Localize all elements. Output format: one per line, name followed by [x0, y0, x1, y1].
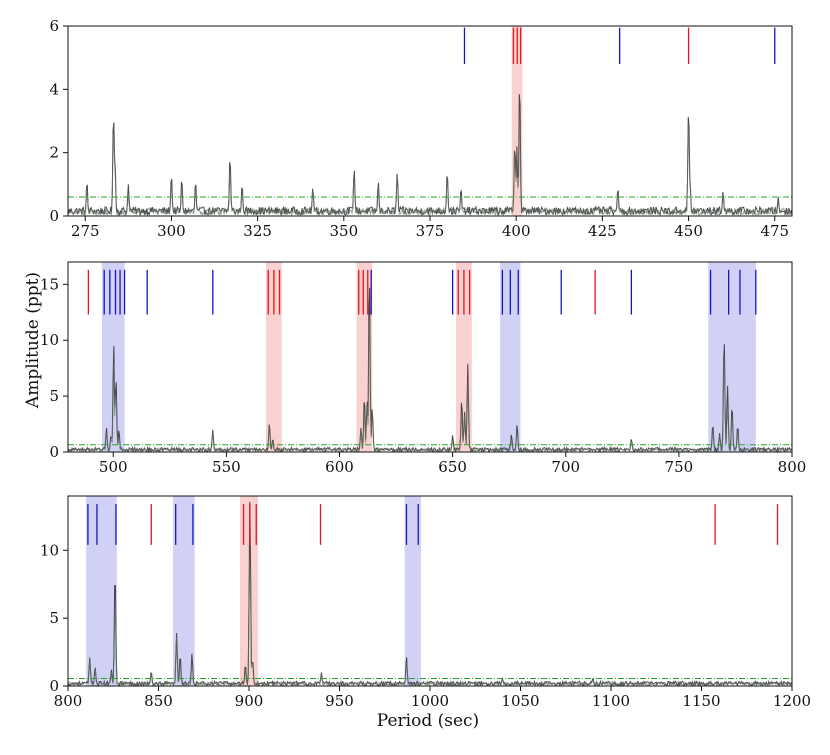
- y-tick-label-0: 0: [49, 677, 59, 695]
- x-tick-label-4: 700: [551, 458, 580, 476]
- x-tick-label-8: 475: [760, 222, 789, 240]
- blue-band-1: [172, 496, 195, 686]
- x-tick-label-6: 425: [588, 222, 617, 240]
- x-tick-label-0: 500: [99, 458, 128, 476]
- blue-band-2: [708, 262, 756, 452]
- x-tick-label-3: 350: [329, 222, 358, 240]
- spectrum-line-alt: [68, 320, 792, 452]
- x-tick-label-2: 600: [325, 458, 354, 476]
- spectrum-line: [68, 287, 792, 452]
- x-tick-label-1: 850: [144, 692, 173, 710]
- red-band-0: [511, 26, 523, 216]
- y-tick-label-2: 10: [40, 331, 59, 349]
- x-tick-label-1: 300: [157, 222, 186, 240]
- y-tick-label-3: 6: [49, 17, 59, 35]
- x-tick-label-2: 325: [243, 222, 272, 240]
- panel-3: 800 850 900 950 1000 1050 1100 1150 1200 0 5 10: [40, 495, 811, 710]
- y-tick-label-0: 0: [49, 443, 59, 461]
- x-tick-label-3: 950: [325, 692, 354, 710]
- y-axis-title: Amplitude (ppt): [23, 272, 43, 409]
- x-tick-label-3: 650: [438, 458, 467, 476]
- plot-area: [68, 496, 792, 686]
- spectrum-line-alt: [68, 122, 792, 216]
- red-band-0: [265, 262, 282, 452]
- x-tick-label-8: 1200: [773, 692, 811, 710]
- y-tick-label-3: 15: [40, 275, 59, 293]
- y-tick-label-1: 5: [49, 609, 59, 627]
- x-tick-label-0: 800: [54, 692, 83, 710]
- x-tick-label-7: 450: [674, 222, 703, 240]
- x-tick-label-7: 1150: [682, 692, 720, 710]
- plot-area: [68, 262, 792, 452]
- blue-band-1: [500, 262, 521, 452]
- x-tick-label-5: 750: [665, 458, 694, 476]
- blue-band-0: [86, 496, 117, 686]
- y-tick-label-0: 0: [49, 207, 59, 225]
- y-tick-label-1: 2: [49, 144, 59, 162]
- x-axis-title: Period (sec): [377, 711, 479, 731]
- panel-2: 500 550 600 650 700 750 800 0 5 10 15: [40, 261, 807, 476]
- spectrum-line: [68, 501, 792, 686]
- y-tick-label-2: 4: [49, 80, 59, 98]
- x-tick-label-0: 275: [71, 222, 100, 240]
- spectrum-line-alt: [68, 563, 792, 686]
- x-tick-label-5: 400: [502, 222, 531, 240]
- axes-frame: [67, 25, 793, 217]
- x-tick-label-6: 800: [778, 458, 807, 476]
- x-tick-label-4: 375: [416, 222, 445, 240]
- x-tick-label-1: 550: [212, 458, 241, 476]
- plot-area: [68, 26, 792, 216]
- axes-frame: [67, 261, 793, 453]
- x-tick-label-5: 1050: [501, 692, 539, 710]
- x-tick-label-6: 1100: [592, 692, 630, 710]
- y-tick-label-1: 5: [49, 387, 59, 405]
- spectrum-line: [68, 94, 792, 216]
- y-tick-label-2: 10: [40, 541, 59, 559]
- panel-1: 275 300 325 350 375 400 425 450 475 0 2 4 6: [49, 17, 793, 240]
- x-tick-label-2: 900: [235, 692, 264, 710]
- blue-band-2: [404, 496, 421, 686]
- x-tick-label-4: 1000: [411, 692, 449, 710]
